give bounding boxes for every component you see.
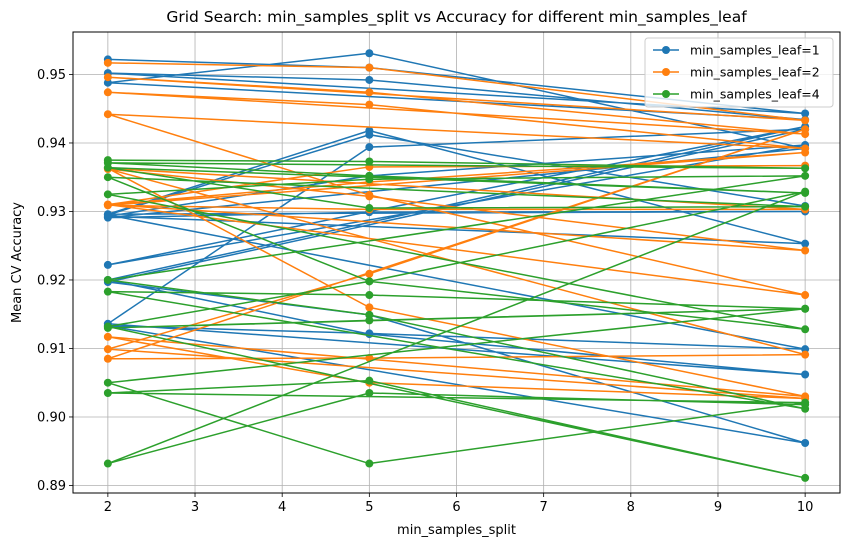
x-tick-label: 2	[104, 500, 112, 515]
legend-marker	[662, 68, 670, 76]
data-point	[365, 291, 374, 300]
data-point	[365, 316, 374, 325]
data-point	[365, 63, 374, 72]
y-tick-label: 0.94	[37, 136, 66, 151]
data-point	[801, 164, 810, 173]
data-point	[103, 78, 112, 87]
x-tick-label: 7	[540, 500, 548, 515]
y-tick-label: 0.95	[37, 68, 66, 83]
data-point	[103, 210, 112, 219]
axis-ticks: 2 3 4 5 6 7 8 9 10 0.89 0.90 0.91 0.92 0.93 0.94 0.95	[37, 68, 813, 515]
data-point	[103, 110, 112, 119]
data-point	[103, 388, 112, 397]
series-3	[103, 156, 810, 482]
data-point	[103, 459, 112, 468]
y-axis-title: Mean CV Accuracy	[10, 202, 25, 323]
data-point	[365, 143, 374, 152]
data-point	[103, 200, 112, 209]
data-point	[365, 175, 374, 184]
x-tick-label: 10	[797, 500, 814, 515]
data-point	[801, 171, 810, 180]
data-point	[365, 376, 374, 385]
legend-item: min_samples_leaf=2	[653, 65, 820, 80]
data-point	[365, 310, 374, 319]
x-tick-label: 9	[714, 500, 722, 515]
data-point	[365, 100, 374, 109]
data-point	[801, 350, 810, 359]
x-tick-label: 8	[627, 500, 635, 515]
data-point	[103, 322, 112, 331]
x-tick-label: 5	[365, 500, 373, 515]
data-point	[365, 269, 374, 278]
data-point	[801, 304, 810, 313]
x-tick-label: 6	[452, 500, 460, 515]
data-point	[801, 116, 810, 125]
series-line	[107, 62, 806, 400]
data-point	[801, 202, 810, 211]
data-point	[103, 345, 112, 354]
y-tick-label: 0.89	[37, 479, 66, 494]
x-tick-label: 4	[278, 500, 286, 515]
legend-label: min_samples_leaf=2	[690, 65, 820, 80]
data-point	[365, 204, 374, 213]
data-point	[801, 187, 810, 196]
data-point	[103, 354, 112, 363]
data-point	[365, 75, 374, 84]
data-point	[103, 190, 112, 199]
data-point	[103, 287, 112, 296]
plot-area	[103, 49, 810, 482]
data-point	[365, 130, 374, 139]
series-line	[107, 52, 806, 444]
data-point	[801, 246, 810, 255]
data-point	[365, 277, 374, 286]
legend-box	[644, 37, 834, 108]
data-point	[103, 173, 112, 182]
legend: min_samples_leaf=1 min_samples_leaf=2 min_…	[644, 37, 834, 108]
data-point	[365, 192, 374, 201]
legend-item: min_samples_leaf=1	[653, 43, 820, 58]
data-point	[365, 388, 374, 397]
legend-label: min_samples_leaf=4	[690, 87, 820, 102]
x-tick-label: 3	[191, 500, 199, 515]
data-point	[103, 88, 112, 97]
y-tick-label: 0.93	[37, 205, 66, 220]
data-point	[103, 332, 112, 341]
data-point	[801, 325, 810, 334]
data-point	[103, 275, 112, 284]
data-point	[801, 400, 810, 409]
legend-marker	[662, 90, 670, 98]
legend-item: min_samples_leaf=4	[653, 87, 820, 102]
chart-title: Grid Search: min_samples_split vs Accura…	[166, 8, 747, 27]
series-line	[107, 159, 806, 479]
data-point	[801, 148, 810, 157]
data-point	[801, 370, 810, 379]
data-point	[103, 58, 112, 67]
data-point	[365, 459, 374, 468]
data-point	[801, 438, 810, 447]
data-point	[801, 109, 810, 118]
data-point	[365, 303, 374, 312]
y-tick-label: 0.91	[37, 342, 66, 357]
y-tick-label: 0.90	[37, 410, 66, 425]
legend-label: min_samples_leaf=1	[690, 43, 820, 58]
data-point	[103, 73, 112, 82]
x-axis-title: min_samples_split	[397, 523, 516, 538]
data-point	[365, 88, 374, 97]
data-point	[103, 260, 112, 269]
data-point	[103, 378, 112, 387]
legend-marker	[662, 46, 670, 54]
data-point	[801, 291, 810, 300]
data-point	[801, 125, 810, 134]
data-point	[365, 49, 374, 58]
y-tick-label: 0.92	[37, 273, 66, 288]
data-point	[801, 473, 810, 482]
data-point	[365, 157, 374, 166]
data-point	[801, 345, 810, 354]
data-point	[103, 163, 112, 172]
data-point	[801, 239, 810, 248]
